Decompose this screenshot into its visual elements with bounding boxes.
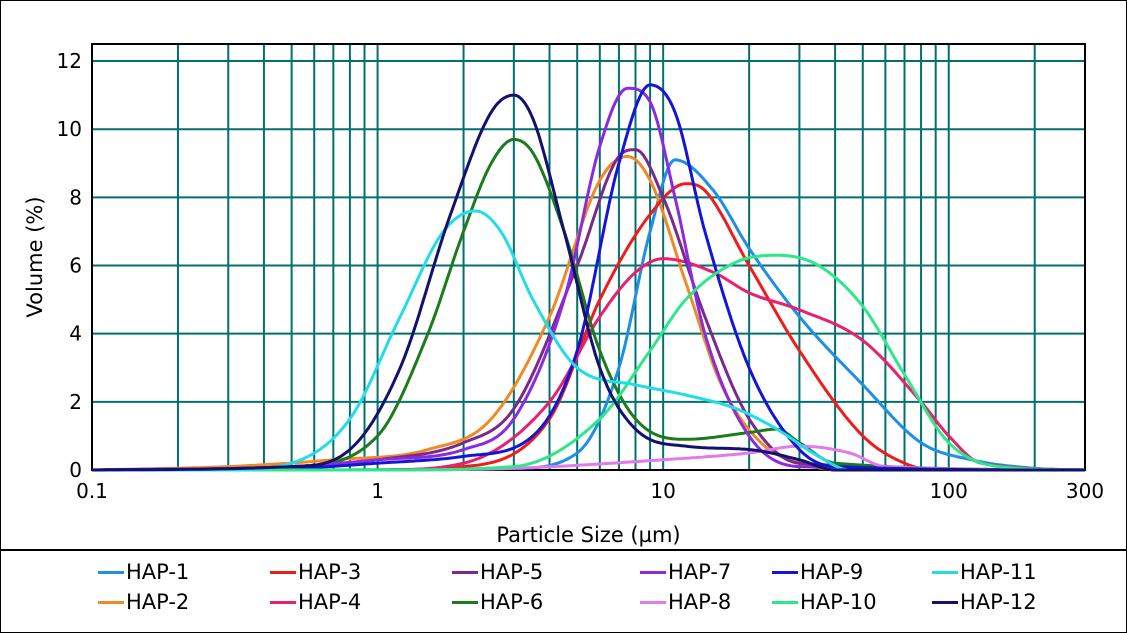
- legend-label: HAP-8: [668, 590, 732, 614]
- series-line-hap-12: [92, 93, 1085, 472]
- legend-swatch: [640, 600, 666, 604]
- legend-label: HAP-6: [480, 590, 544, 614]
- legend-item-hap-6: HAP-6: [452, 590, 543, 614]
- legend-swatch: [772, 600, 798, 604]
- legend-label: HAP-2: [126, 590, 190, 614]
- legend-item-hap-9: HAP-9: [772, 560, 863, 584]
- y-tick-label: 2: [69, 390, 82, 414]
- legend-label: HAP-10: [800, 590, 877, 614]
- legend-label: HAP-7: [668, 560, 732, 584]
- legend-label: HAP-12: [960, 590, 1037, 614]
- legend-swatch: [640, 570, 666, 574]
- legend-swatch: [270, 600, 296, 604]
- legend-swatch: [772, 570, 798, 574]
- legend: HAP-1 HAP-2 HAP-3 HAP-4 HAP-5 HAP-6 HAP-7 HAP-8…: [0, 556, 1127, 631]
- x-tick-label: 10: [650, 479, 675, 503]
- legend-item-hap-5: HAP-5: [452, 560, 543, 584]
- legend-swatch: [452, 600, 478, 604]
- legend-label: HAP-5: [480, 560, 544, 584]
- y-tick-label: 6: [69, 254, 82, 278]
- legend-label: HAP-4: [298, 590, 362, 614]
- y-axis-label: Volume (%): [23, 196, 47, 317]
- series-line-hap-7: [91, 86, 1085, 472]
- plot-area: [91, 43, 1086, 471]
- x-tick-label: 1: [371, 479, 384, 503]
- x-tick-label: 300: [1066, 479, 1104, 503]
- y-tick-label: 8: [69, 185, 82, 209]
- legend-swatch: [932, 600, 958, 604]
- series-line-hap-4: [92, 257, 1086, 472]
- series-line-hap-10: [92, 253, 1086, 472]
- legend-divider: [0, 549, 1127, 551]
- legend-swatch: [270, 570, 296, 574]
- line-chart: 0.1 1 10 100 300 0 2 4 6 8 10 12 Particle Size (µm)…: [23, 43, 1105, 547]
- series-lines: [91, 83, 1086, 472]
- legend-item-hap-8: HAP-8: [640, 590, 731, 614]
- legend-item-hap-1: HAP-1: [98, 560, 189, 584]
- legend-swatch: [452, 570, 478, 574]
- x-tick-label: 100: [930, 479, 968, 503]
- legend-label: HAP-9: [800, 560, 864, 584]
- legend-label: HAP-11: [960, 560, 1037, 584]
- series-line-hap-11: [92, 209, 1085, 472]
- legend-swatch: [932, 570, 958, 574]
- legend-item-hap-4: HAP-4: [270, 590, 361, 614]
- y-tick-label: 0: [69, 458, 82, 482]
- y-tick-label: 10: [57, 117, 82, 141]
- legend-label: HAP-1: [126, 560, 190, 584]
- legend-item-hap-7: HAP-7: [640, 560, 731, 584]
- legend-swatch: [98, 570, 124, 574]
- x-axis-label: Particle Size (µm): [496, 523, 680, 547]
- gridlines: [92, 44, 1085, 470]
- legend-item-hap-12: HAP-12: [932, 590, 1037, 614]
- y-tick-label: 4: [69, 322, 82, 346]
- y-tick-label: 12: [57, 49, 82, 73]
- legend-item-hap-11: HAP-11: [932, 560, 1037, 584]
- x-tick-label: 0.1: [76, 479, 108, 503]
- series-line-hap-3: [92, 182, 1085, 472]
- legend-item-hap-2: HAP-2: [98, 590, 189, 614]
- legend-swatch: [98, 600, 124, 604]
- legend-item-hap-3: HAP-3: [270, 560, 361, 584]
- legend-item-hap-10: HAP-10: [772, 590, 877, 614]
- legend-label: HAP-3: [298, 560, 362, 584]
- tick-labels: 0.1 1 10 100 300 0 2 4 6 8 10 12: [57, 49, 1105, 503]
